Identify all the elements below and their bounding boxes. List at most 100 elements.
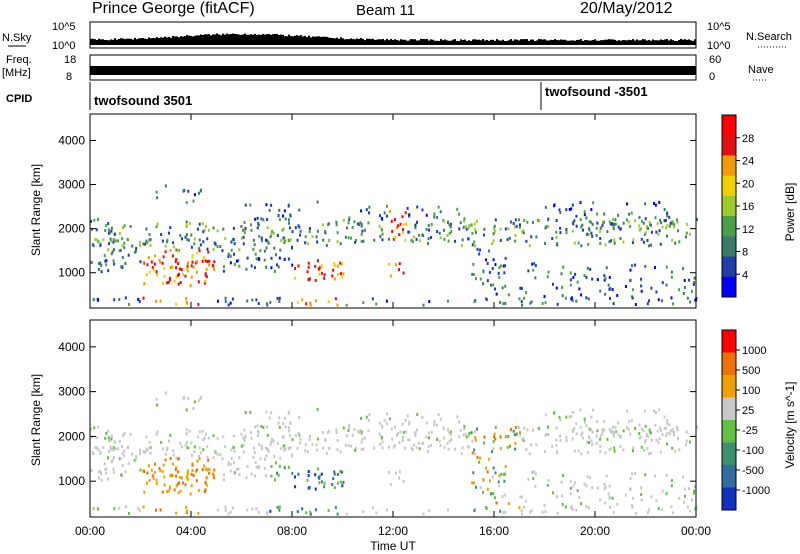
power-cell	[665, 226, 668, 230]
power-cell	[551, 282, 554, 286]
velocity-cell	[504, 435, 507, 439]
velocity-cell	[646, 511, 649, 515]
power-cell	[246, 256, 249, 260]
velocity-cell	[634, 511, 637, 515]
nsky-bar	[344, 39, 346, 45]
velocity-cell	[671, 428, 674, 432]
velocity-cell	[373, 446, 376, 450]
power-cell	[525, 239, 528, 243]
nsky-bar	[634, 40, 636, 45]
velocity-cell	[596, 420, 599, 424]
colorbar-tick-label: 500	[742, 365, 760, 377]
velocity-cell	[190, 453, 193, 457]
colorbar-swatch	[722, 375, 736, 398]
power-cell	[161, 239, 164, 243]
power-cell	[336, 303, 339, 307]
power-cell	[639, 227, 642, 231]
power-cell	[647, 226, 650, 230]
power-cell	[127, 253, 130, 257]
velocity-cell	[399, 430, 402, 434]
power-cell	[416, 220, 419, 224]
velocity-cell	[294, 475, 297, 479]
velocity-cell	[575, 432, 578, 436]
nsky-bar	[444, 39, 446, 45]
velocity-cell	[206, 468, 209, 472]
power-cell	[270, 256, 273, 260]
power-cell	[149, 238, 152, 242]
velocity-cell	[523, 426, 526, 430]
power-cell	[206, 237, 209, 241]
power-cell	[474, 230, 477, 234]
power-cell	[638, 224, 641, 228]
power-cell	[256, 226, 259, 230]
power-cell	[148, 233, 151, 237]
velocity-cell	[522, 438, 525, 442]
velocity-cell	[659, 450, 662, 454]
nsky-bar	[316, 36, 318, 45]
power-cell	[110, 229, 113, 233]
velocity-cell	[314, 508, 317, 512]
power-cell	[299, 229, 302, 233]
velocity-cell	[483, 441, 486, 445]
power-cell	[196, 260, 199, 264]
velocity-cell	[344, 443, 347, 447]
velocity-cell	[521, 437, 524, 441]
nsky-bar	[508, 40, 510, 45]
velocity-cell	[523, 505, 526, 509]
velocity-cell	[472, 471, 475, 475]
velocity-cell	[359, 428, 362, 432]
velocity-cell	[368, 418, 371, 422]
power-cell	[608, 287, 611, 291]
velocity-cell	[151, 474, 154, 478]
power-cell	[190, 245, 193, 249]
velocity-cell	[464, 432, 467, 436]
power-cell	[580, 225, 583, 229]
velocity-cell	[105, 471, 108, 475]
power-cell	[185, 297, 188, 301]
velocity-cell	[401, 435, 404, 439]
power-cell	[504, 256, 507, 260]
velocity-cell	[414, 433, 417, 437]
power-cell	[327, 222, 330, 226]
nsky-bar	[632, 39, 634, 45]
velocity-cell	[250, 472, 253, 476]
velocity-cell	[155, 481, 158, 485]
power-cell	[135, 247, 138, 251]
power-cell	[184, 274, 187, 278]
velocity-cell	[634, 471, 637, 475]
velocity-cell	[327, 509, 330, 513]
x-tick-label: 00:00	[681, 524, 711, 538]
velocity-cell	[559, 418, 562, 422]
power-cell	[574, 272, 577, 276]
power-cell	[642, 240, 645, 244]
velocity-cell	[654, 411, 657, 415]
power-cell	[95, 228, 98, 232]
power-cell	[555, 230, 558, 234]
velocity-cell	[196, 435, 199, 439]
power-cell	[197, 246, 200, 250]
nsearch-tick-high: 10^5	[707, 21, 731, 33]
power-cell	[433, 215, 436, 219]
nsky-bar	[578, 39, 580, 45]
velocity-cell	[471, 439, 474, 443]
power-cell	[139, 260, 142, 264]
velocity-cell	[185, 505, 188, 509]
power-cell	[201, 259, 204, 263]
velocity-cell	[196, 468, 199, 472]
nsky-bar	[318, 36, 320, 45]
velocity-cell	[227, 463, 230, 467]
power-cell	[573, 219, 576, 223]
velocity-cell	[573, 449, 576, 453]
velocity-cell	[196, 459, 199, 463]
velocity-cell	[491, 450, 494, 454]
power-cell	[278, 208, 281, 212]
velocity-cell	[95, 436, 98, 440]
power-cell	[664, 219, 667, 223]
velocity-cell	[418, 447, 421, 451]
power-cell	[216, 229, 219, 233]
power-cell	[250, 228, 253, 232]
power-cell	[504, 264, 507, 268]
nsky-bar	[396, 39, 398, 45]
nsky-bar	[628, 39, 630, 45]
velocity-cell	[90, 427, 93, 431]
